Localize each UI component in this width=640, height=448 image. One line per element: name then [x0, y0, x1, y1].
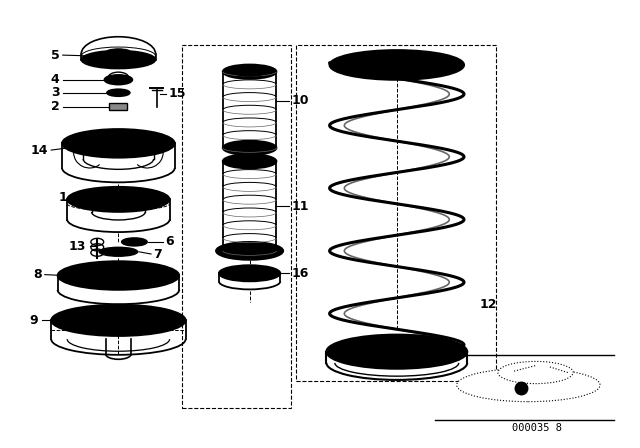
Ellipse shape [107, 89, 130, 96]
Ellipse shape [219, 265, 280, 281]
Ellipse shape [92, 189, 145, 205]
Text: 14: 14 [31, 143, 48, 157]
Text: 7: 7 [154, 247, 163, 261]
Ellipse shape [67, 187, 170, 212]
Text: 5: 5 [51, 48, 60, 62]
Ellipse shape [118, 276, 138, 284]
Ellipse shape [326, 335, 467, 369]
Text: 6: 6 [165, 235, 173, 249]
Ellipse shape [231, 156, 268, 167]
Ellipse shape [335, 338, 459, 365]
Ellipse shape [109, 249, 127, 254]
Ellipse shape [223, 65, 276, 79]
Ellipse shape [51, 305, 186, 336]
Text: 4: 4 [51, 73, 60, 86]
Ellipse shape [216, 242, 284, 260]
Ellipse shape [104, 75, 132, 85]
Text: 8: 8 [33, 268, 42, 281]
Ellipse shape [122, 238, 147, 246]
Ellipse shape [112, 90, 125, 95]
Ellipse shape [58, 261, 179, 290]
Ellipse shape [498, 362, 573, 383]
Ellipse shape [232, 67, 267, 76]
Ellipse shape [223, 141, 276, 155]
Text: 15: 15 [168, 87, 186, 100]
Ellipse shape [104, 193, 132, 202]
Ellipse shape [62, 129, 175, 158]
Ellipse shape [109, 273, 147, 287]
Ellipse shape [457, 368, 600, 402]
Text: 9: 9 [30, 314, 38, 327]
Text: 000035 8: 000035 8 [513, 423, 563, 433]
Ellipse shape [127, 239, 142, 245]
Text: 12: 12 [480, 298, 497, 311]
Ellipse shape [344, 54, 449, 76]
Text: 16: 16 [291, 267, 308, 280]
Text: 2: 2 [51, 100, 60, 113]
Bar [296, 45, 496, 381]
Text: 11: 11 [291, 199, 308, 213]
Ellipse shape [67, 308, 170, 332]
Ellipse shape [81, 51, 156, 69]
Text: 3: 3 [51, 86, 60, 99]
Ellipse shape [106, 49, 131, 56]
Bar [182, 45, 291, 408]
Ellipse shape [330, 50, 464, 80]
Ellipse shape [83, 132, 154, 152]
Ellipse shape [99, 247, 138, 256]
Text: 13: 13 [69, 240, 86, 253]
Text: 1: 1 [58, 190, 67, 204]
Text: 10: 10 [291, 94, 308, 108]
Ellipse shape [227, 267, 273, 280]
Ellipse shape [99, 136, 138, 148]
Ellipse shape [223, 154, 276, 168]
FancyBboxPatch shape [109, 103, 127, 110]
